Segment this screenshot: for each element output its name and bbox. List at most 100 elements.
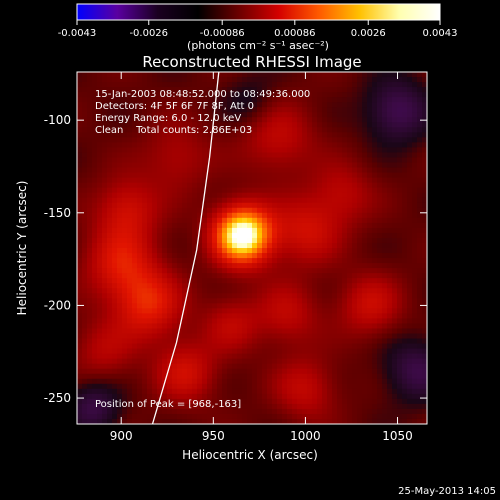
- heatmap-cell: [277, 192, 283, 199]
- heatmap-cell: [272, 87, 278, 93]
- heatmap-cell: [402, 268, 408, 274]
- heatmap-cell: [92, 413, 98, 420]
- heatmap-cell: [287, 418, 293, 424]
- heatmap-cell: [412, 242, 418, 249]
- heatmap-cell: [92, 393, 98, 400]
- heatmap-cell: [147, 127, 153, 133]
- heatmap-cell: [307, 142, 313, 149]
- heatmap-cell: [177, 82, 183, 88]
- heatmap-cell: [152, 212, 158, 219]
- heatmap-cell: [102, 273, 108, 279]
- heatmap-cell: [267, 313, 273, 319]
- heatmap-cell: [412, 288, 418, 294]
- heatmap-cell: [172, 413, 178, 420]
- heatmap-cell: [417, 192, 423, 199]
- heatmap-cell: [412, 308, 418, 314]
- heatmap-cell: [157, 393, 163, 400]
- heatmap-cell: [362, 263, 368, 269]
- heatmap-cell: [387, 242, 393, 249]
- heatmap-cell: [412, 162, 418, 169]
- heatmap-cell: [187, 328, 193, 335]
- heatmap-cell: [92, 197, 98, 204]
- heatmap-cell: [327, 318, 333, 325]
- heatmap-cell: [292, 248, 298, 254]
- heatmap-cell: [357, 117, 363, 123]
- heatmap-cell: [102, 328, 108, 335]
- heatmap-cell: [137, 147, 143, 154]
- heatmap-cell: [137, 398, 143, 405]
- heatmap-cell: [307, 348, 313, 355]
- heatmap-cell: [272, 358, 278, 365]
- heatmap-cell: [367, 122, 373, 128]
- heatmap-cell: [417, 298, 423, 304]
- heatmap-cell: [127, 268, 133, 274]
- heatmap-cell: [167, 358, 173, 365]
- heatmap-cell: [132, 418, 138, 424]
- heatmap-cell: [387, 348, 393, 355]
- heatmap-cell: [142, 258, 148, 264]
- heatmap-cell: [117, 142, 123, 149]
- heatmap-cell: [282, 202, 288, 209]
- heatmap-cell: [367, 288, 373, 294]
- heatmap-cell: [187, 413, 193, 420]
- heatmap-cell: [392, 298, 398, 304]
- heatmap-cell: [102, 298, 108, 304]
- heatmap-cell: [112, 313, 118, 319]
- heatmap-cell: [347, 142, 353, 149]
- heatmap-cell: [137, 77, 143, 83]
- heatmap-cell: [207, 268, 213, 274]
- heatmap-cell: [197, 152, 203, 159]
- heatmap-cell: [267, 132, 273, 138]
- heatmap-cell: [147, 298, 153, 304]
- heatmap-cell: [342, 373, 348, 380]
- heatmap-cell: [197, 82, 203, 88]
- heatmap-cell: [407, 258, 413, 264]
- heatmap-cell: [277, 82, 283, 88]
- heatmap-cell: [132, 288, 138, 294]
- heatmap-cell: [202, 112, 208, 118]
- heatmap-cell: [242, 278, 248, 284]
- heatmap-cell: [142, 393, 148, 400]
- heatmap-cell: [262, 202, 268, 209]
- heatmap-cell: [97, 117, 103, 123]
- heatmap-cell: [327, 278, 333, 284]
- heatmap-cell: [187, 197, 193, 204]
- heatmap-cell: [172, 137, 178, 143]
- heatmap-cell: [127, 303, 133, 309]
- heatmap-cell: [397, 293, 403, 299]
- heatmap-cell: [332, 418, 338, 424]
- heatmap-cell: [377, 72, 383, 78]
- heatmap-cell: [367, 242, 373, 249]
- heatmap-cell: [337, 97, 343, 103]
- heatmap-cell: [417, 242, 423, 249]
- heatmap-cell: [367, 117, 373, 123]
- heatmap-cell: [347, 242, 353, 249]
- heatmap-cell: [177, 328, 183, 335]
- heatmap-cell: [347, 348, 353, 355]
- heatmap-cell: [422, 353, 427, 360]
- heatmap-cell: [257, 283, 263, 289]
- heatmap-cell: [132, 328, 138, 335]
- heatmap-cell: [247, 263, 253, 269]
- heatmap-cell: [122, 77, 128, 83]
- heatmap-cell: [182, 222, 188, 229]
- heatmap-cell: [217, 368, 223, 375]
- heatmap-cell: [232, 278, 238, 284]
- heatmap-cell: [267, 333, 273, 340]
- heatmap-cell: [222, 132, 228, 138]
- heatmap-cell: [177, 227, 183, 234]
- heatmap-cell: [302, 77, 308, 83]
- heatmap-cell: [177, 258, 183, 264]
- heatmap-cell: [97, 353, 103, 360]
- heatmap-cell: [212, 187, 218, 194]
- heatmap-cell: [97, 142, 103, 149]
- heatmap-cell: [112, 122, 118, 128]
- heatmap-cell: [112, 308, 118, 314]
- heatmap-cell: [227, 212, 233, 219]
- heatmap-cell: [187, 403, 193, 410]
- heatmap-cell: [267, 232, 273, 239]
- heatmap-cell: [307, 328, 313, 335]
- heatmap-cell: [187, 232, 193, 239]
- heatmap-cell: [107, 217, 113, 224]
- heatmap-cell: [292, 293, 298, 299]
